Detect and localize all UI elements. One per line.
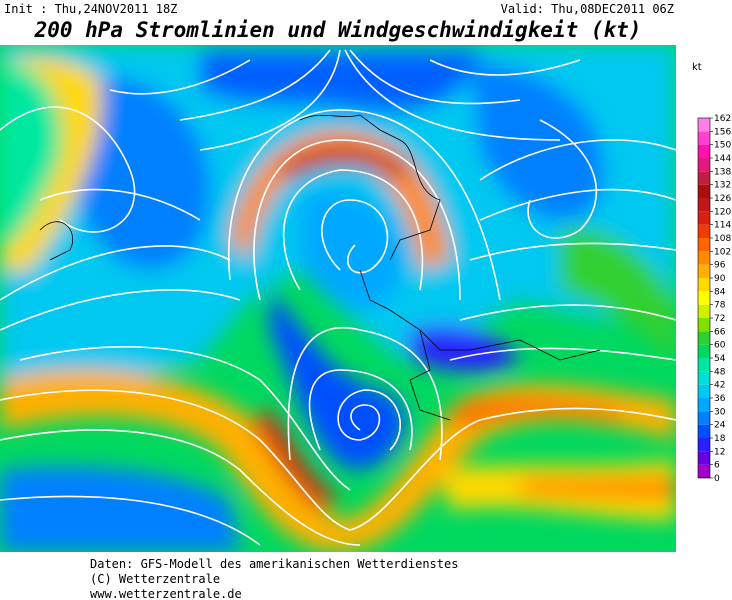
colorbar-segment — [698, 131, 710, 145]
coastlines — [39, 114, 601, 421]
colorbar-tick-label: 90 — [714, 274, 726, 284]
colorbar-unit: kt — [692, 62, 702, 73]
colorbar-segment — [698, 184, 710, 198]
wind-map — [0, 45, 676, 552]
colorbar-tick-label: 60 — [714, 341, 726, 351]
footer: Daten: GFS-Modell des amerikanischen Wet… — [90, 557, 458, 600]
colorbar-tick-label: 114 — [714, 221, 731, 231]
colorbar-tick-label: 138 — [714, 167, 731, 177]
colorbar-segment — [698, 398, 710, 412]
colorbar-segment — [698, 438, 710, 452]
valid-time: Valid: Thu,08DEC2011 06Z — [501, 2, 674, 16]
colorbar-tick-label: 24 — [714, 421, 726, 431]
colorbar-segment — [698, 118, 710, 132]
colorbar-segment — [698, 171, 710, 185]
colorbar: kt 0 6 12 18 24 30 36 42 48 54 60 66 72 78 84 90 96 102 10… — [692, 62, 731, 484]
colorbar-segment — [698, 264, 710, 278]
colorbar-tick-label: 78 — [714, 301, 726, 311]
colorbar-segment — [698, 211, 710, 225]
colorbar-tick-label: 144 — [714, 154, 731, 164]
colorbar-segment — [698, 371, 710, 385]
colorbar-tick-label: 84 — [714, 287, 726, 297]
colorbar-segment — [698, 344, 710, 358]
colorbar-segment — [698, 358, 710, 372]
colorbar-segment — [698, 331, 710, 345]
colorbar-segment — [698, 278, 710, 292]
colorbar-segment — [698, 251, 710, 265]
colorbar-tick-label: 162 — [714, 114, 731, 124]
colorbar-segment — [698, 291, 710, 305]
footer-url: www.wetterzentrale.de — [90, 587, 242, 600]
footer-copyright: (C) Wetterzentrale — [90, 572, 220, 586]
footer-data: Daten: GFS-Modell des amerikanischen Wet… — [90, 557, 458, 571]
colorbar-segment — [698, 384, 710, 398]
colorbar-tick-label: 156 — [714, 127, 731, 137]
colorbar-segment — [698, 224, 710, 238]
colorbar-tick-label: 30 — [714, 407, 726, 417]
colorbar-segment — [698, 318, 710, 332]
colorbar-segment — [698, 304, 710, 318]
colorbar-tick-label: 108 — [714, 234, 731, 244]
colorbar-tick-label: 42 — [714, 381, 725, 391]
colorbar-frame — [697, 117, 711, 479]
colorbar-tick-label: 150 — [714, 141, 731, 151]
colorbar-tick-label: 48 — [714, 367, 726, 377]
colorbar-tick-label: 96 — [714, 261, 726, 271]
colorbar-segment — [698, 158, 710, 172]
colorbar-tick-label: 126 — [714, 194, 731, 204]
colorbar-tick-label: 12 — [714, 447, 725, 457]
colorbar-tick-label: 72 — [714, 314, 725, 324]
streamlines — [0, 49, 676, 546]
colorbar-tick-label: 102 — [714, 247, 731, 257]
colorbar-tick-label: 6 — [714, 461, 720, 471]
colorbar-tick-label: 18 — [714, 434, 726, 444]
colorbar-tick-label: 120 — [714, 207, 731, 217]
colorbar-segment — [698, 464, 710, 478]
colorbar-segment — [698, 411, 710, 425]
colorbar-segment — [698, 451, 710, 465]
colorbar-segment — [698, 238, 710, 252]
map-title: 200 hPa Stromlinien und Windgeschwindigk… — [34, 18, 642, 42]
colorbar-segment — [698, 198, 710, 212]
colorbar-segment — [698, 144, 710, 158]
colorbar-tick-label: 132 — [714, 181, 731, 191]
colorbar-tick-label: 54 — [714, 354, 726, 364]
init-time: Init : Thu,24NOV2011 18Z — [4, 2, 177, 16]
colorbar-segment — [698, 424, 710, 438]
colorbar-tick-label: 0 — [714, 474, 720, 484]
colorbar-tick-label: 36 — [714, 394, 726, 404]
colorbar-tick-label: 66 — [714, 327, 726, 337]
